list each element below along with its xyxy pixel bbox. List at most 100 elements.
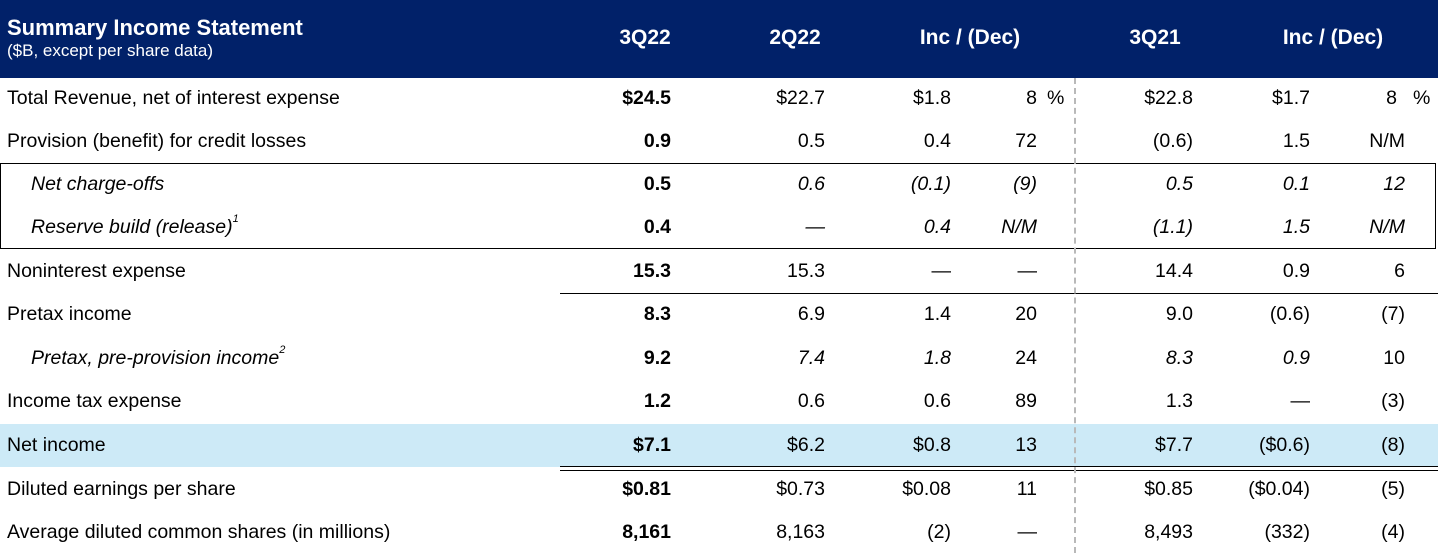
table-row: Reserve build (release)1 0.4 — 0.4 N/M (…: [0, 206, 1438, 249]
value-yoy-pct: (4): [1381, 521, 1405, 543]
table-row: Pretax income 8.3 6.9 1.4 20 9.0 (0.6) (…: [0, 293, 1438, 336]
value-yoy-change: 1.5: [1282, 130, 1310, 152]
value-3q22: 0.9: [643, 130, 671, 152]
subtotal-rule: [560, 293, 1438, 294]
row-label: Net income: [7, 434, 106, 456]
value-qoq-pct: 13: [1015, 434, 1037, 456]
value-3q21: $0.85: [1144, 478, 1193, 500]
row-label: Reserve build (release)1: [31, 206, 239, 249]
value-qoq-change: $1.8: [913, 87, 951, 109]
value-2q22: $6.2: [787, 434, 825, 456]
value-3q22: $0.81: [622, 478, 671, 500]
value-yoy-change: 0.1: [1282, 173, 1310, 195]
value-yoy-change: $1.7: [1272, 87, 1310, 109]
table-row: Income tax expense 1.2 0.6 0.6 89 1.3 — …: [0, 380, 1438, 423]
row-label: Average diluted common shares (in millio…: [7, 521, 391, 543]
value-3q22: $24.5: [622, 87, 671, 109]
value-3q22: 0.5: [643, 173, 671, 195]
value-2q22: 8,163: [776, 521, 825, 543]
value-3q21: 8,493: [1144, 521, 1193, 543]
table-subtitle: ($B, except per share data): [7, 41, 214, 60]
value-qoq-change: 1.4: [923, 303, 951, 325]
footnote-marker: 1: [232, 212, 239, 225]
table-row-net-income: Net income $7.1 $6.2 $0.8 13 $7.7 ($0.6)…: [0, 424, 1438, 467]
value-3q21: $22.8: [1144, 87, 1193, 109]
table-header: Summary Income Statement ($B, except per…: [0, 0, 1438, 78]
value-qoq-change: (0.1): [910, 173, 951, 195]
value-yoy-pct: (3): [1381, 390, 1405, 412]
row-label-text: Reserve build (release): [31, 216, 233, 238]
table-row: Diluted earnings per share $0.81 $0.73 $…: [0, 468, 1438, 511]
credit-loss-detail-box: [0, 163, 1436, 249]
percent-sign: %: [1413, 87, 1431, 109]
row-label: Pretax, pre-provision income2: [31, 337, 285, 380]
value-qoq-change: —: [931, 260, 952, 282]
value-3q21: (0.6): [1152, 130, 1193, 152]
value-yoy-pct: N/M: [1369, 216, 1405, 238]
row-label: Total Revenue, net of interest expense: [7, 87, 340, 109]
value-2q22: 0.6: [797, 173, 825, 195]
value-yoy-change: ($0.6): [1259, 434, 1310, 456]
row-label: Income tax expense: [7, 390, 182, 412]
value-qoq-pct: 89: [1015, 390, 1037, 412]
value-2q22: 15.3: [787, 260, 825, 282]
value-yoy-change: 1.5: [1282, 216, 1310, 238]
row-label: Pretax income: [7, 303, 132, 325]
value-yoy-pct: (5): [1381, 478, 1405, 500]
value-3q21: 1.3: [1165, 390, 1193, 412]
row-label: Provision (benefit) for credit losses: [7, 130, 307, 152]
table-row: Net charge-offs 0.5 0.6 (0.1) (9) 0.5 0.…: [0, 163, 1438, 206]
value-3q21: 8.3: [1165, 347, 1193, 369]
double-rule-top: [560, 466, 1438, 467]
value-qoq-change: (2): [927, 521, 951, 543]
value-3q22: 8.3: [643, 303, 671, 325]
value-qoq-change: $0.08: [902, 478, 951, 500]
value-yoy-pct: 6: [1394, 260, 1405, 282]
value-3q21: (1.1): [1152, 216, 1193, 238]
row-label: Diluted earnings per share: [7, 478, 236, 500]
col-header-2q22: 2Q22: [769, 26, 821, 49]
row-label: Net charge-offs: [31, 173, 165, 195]
col-header-inc-dec-qoq: Inc / (Dec): [919, 26, 1021, 49]
value-qoq-pct: 24: [1015, 347, 1037, 369]
row-label-text: Pretax, pre-provision income: [31, 347, 280, 369]
value-3q21: 14.4: [1155, 260, 1193, 282]
value-qoq-change: 0.4: [923, 216, 951, 238]
value-2q22: $0.73: [776, 478, 825, 500]
column-divider: [1074, 78, 1076, 553]
footnote-marker: 2: [279, 343, 286, 356]
value-3q22: 15.3: [633, 260, 671, 282]
value-qoq-change: 0.4: [923, 130, 951, 152]
value-yoy-pct: 8: [1386, 87, 1397, 109]
net-income-highlight: [0, 424, 1438, 467]
value-3q22: 1.2: [643, 390, 671, 412]
value-2q22: 0.5: [797, 130, 825, 152]
value-qoq-pct: 20: [1015, 303, 1037, 325]
value-3q22: 8,161: [622, 521, 671, 543]
value-2q22: —: [805, 216, 826, 238]
value-yoy-pct: (7): [1381, 303, 1405, 325]
value-qoq-change: 0.6: [923, 390, 951, 412]
row-label: Noninterest expense: [7, 260, 186, 282]
value-yoy-pct: N/M: [1369, 130, 1405, 152]
value-2q22: $22.7: [776, 87, 825, 109]
value-yoy-change: —: [1290, 390, 1311, 412]
value-yoy-change: 0.9: [1282, 260, 1310, 282]
col-header-3q21: 3Q21: [1129, 26, 1181, 49]
value-2q22: 7.4: [797, 347, 825, 369]
value-yoy-change: 0.9: [1282, 347, 1310, 369]
value-2q22: 0.6: [797, 390, 825, 412]
value-3q21: 9.0: [1165, 303, 1193, 325]
table-row: Average diluted common shares (in millio…: [0, 511, 1438, 554]
value-3q22: 9.2: [643, 347, 671, 369]
value-yoy-pct: 10: [1383, 347, 1405, 369]
value-yoy-pct: 12: [1383, 173, 1405, 195]
value-2q22: 6.9: [797, 303, 825, 325]
col-header-3q22: 3Q22: [619, 26, 671, 49]
value-qoq-pct: N/M: [1001, 216, 1037, 238]
percent-sign: %: [1047, 87, 1065, 109]
value-yoy-change: ($0.04): [1248, 478, 1310, 500]
value-3q22: 0.4: [643, 216, 671, 238]
table-row: Total Revenue, net of interest expense $…: [0, 77, 1438, 120]
col-header-inc-dec-yoy: Inc / (Dec): [1282, 26, 1384, 49]
